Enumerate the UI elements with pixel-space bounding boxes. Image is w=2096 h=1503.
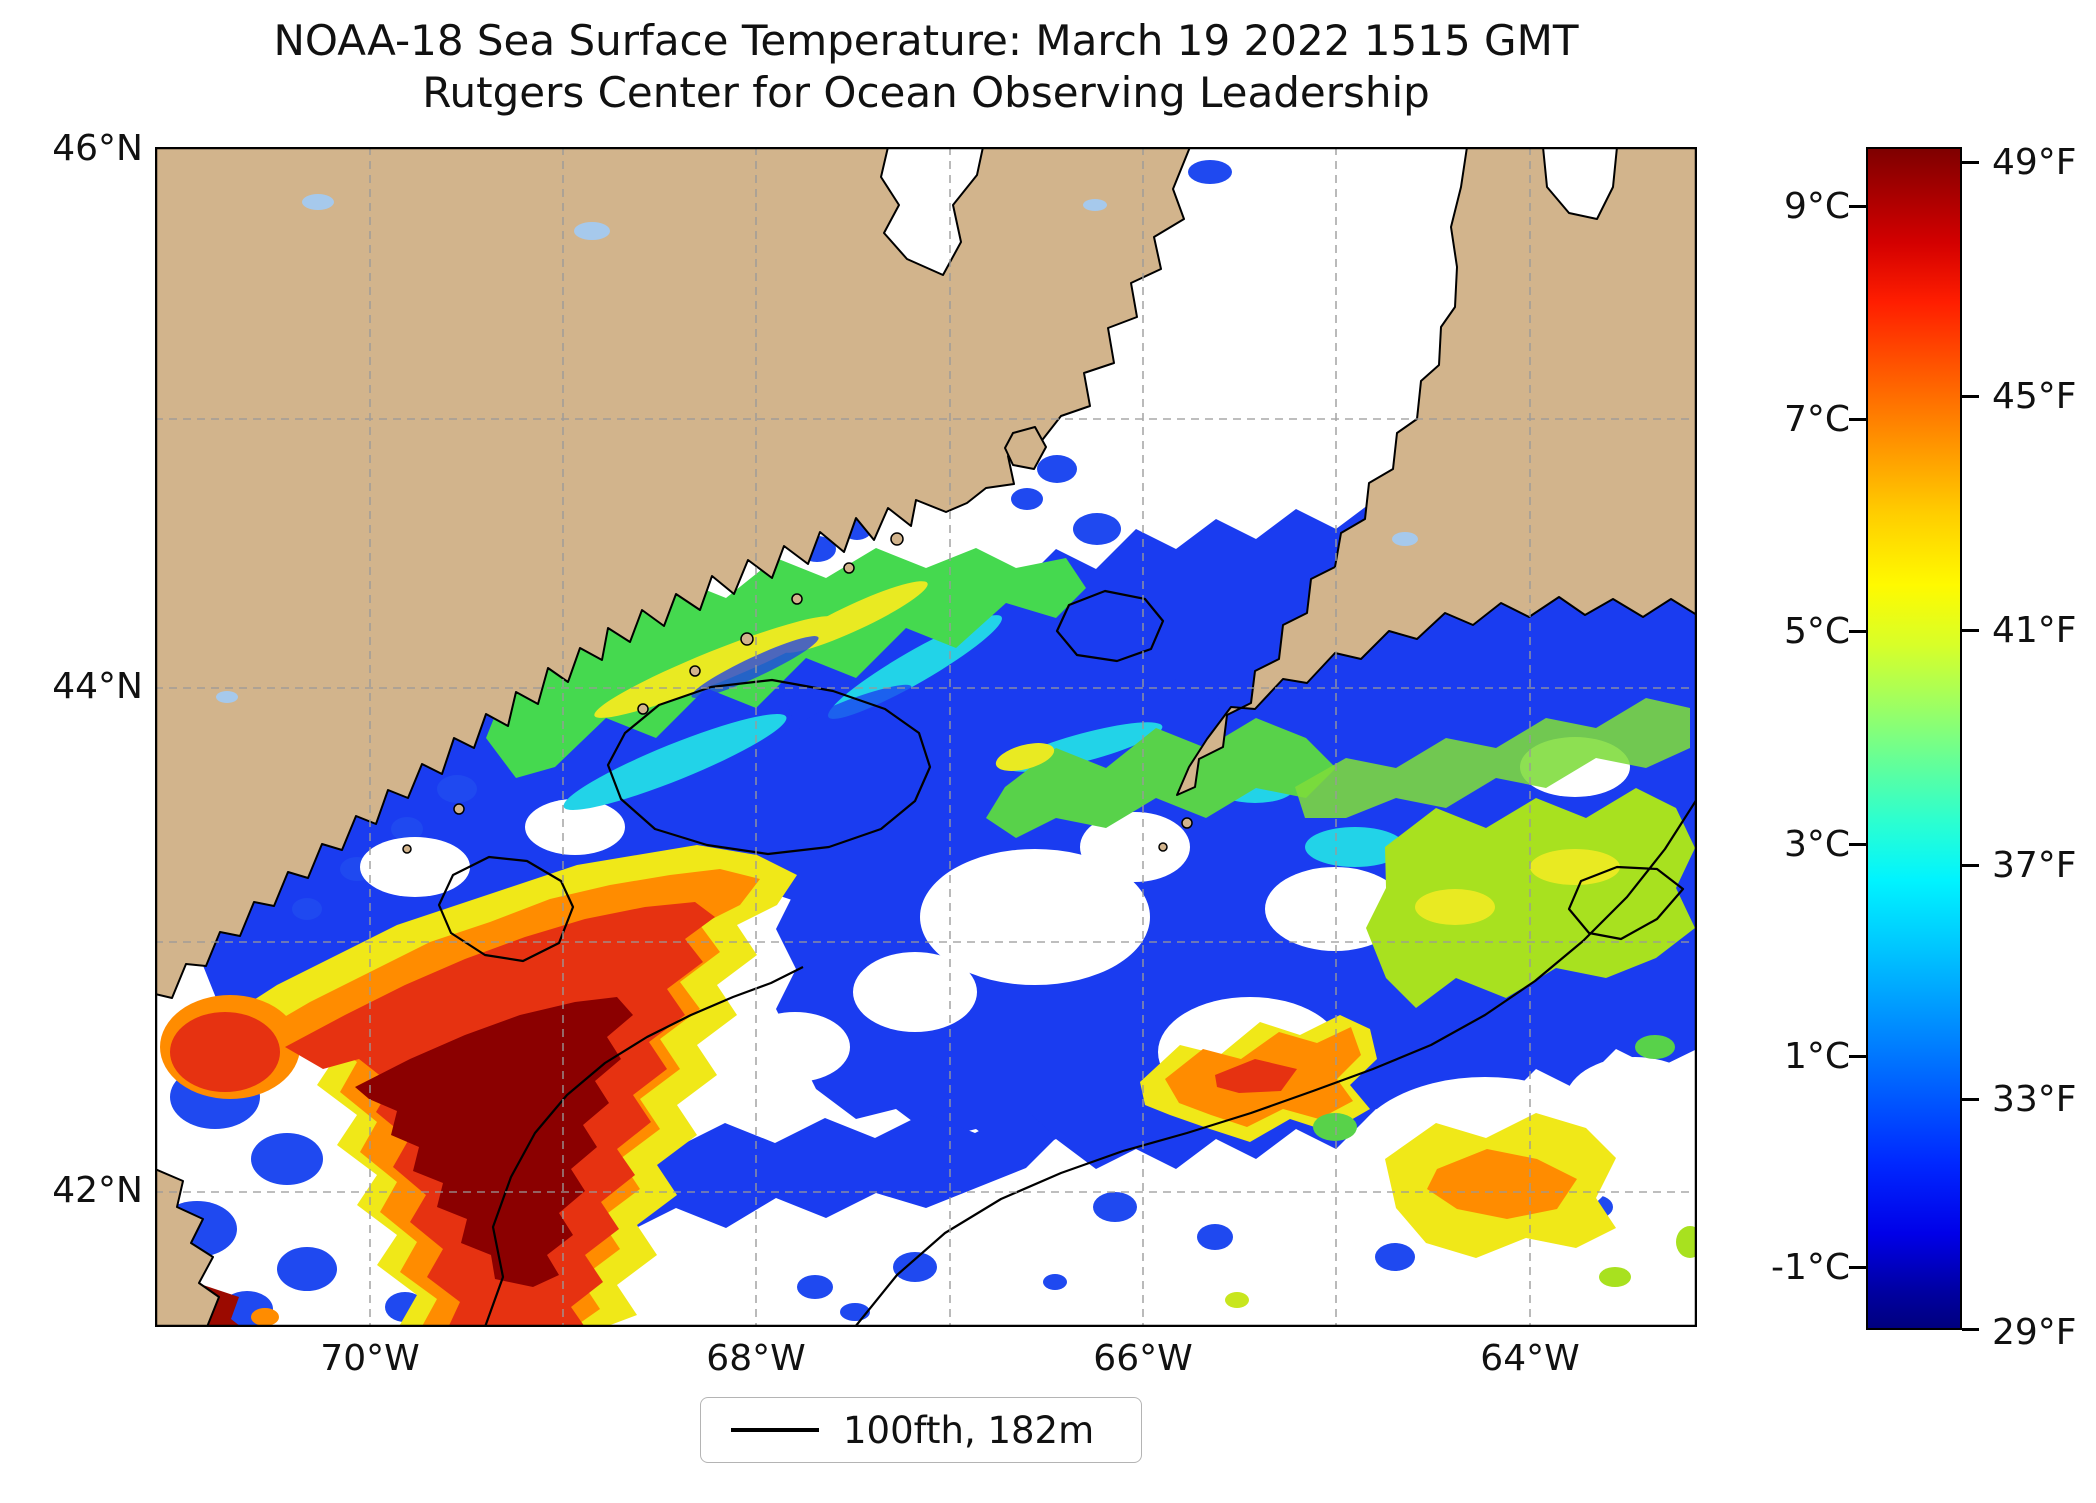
legend-label: 100fth, 182m — [843, 1408, 1095, 1452]
corner-orange-speck — [251, 1308, 279, 1326]
colorbar-celsius-9: 9°C — [1783, 186, 1850, 227]
contour-browns-bank — [1567, 865, 1685, 941]
colorbar-tick — [1962, 161, 1979, 164]
figure-title-line1: NOAA-18 Sea Surface Temperature: March 1… — [273, 16, 1579, 65]
colorbar-fahrenheit-37: 37°F — [1992, 845, 2077, 886]
colorbar — [1866, 147, 1962, 1330]
lakes-layer — [216, 194, 1418, 703]
ytick-44n: 44°N — [52, 666, 143, 707]
green-patch-east — [986, 718, 1336, 838]
colorbar-fahrenheit-29: 29°F — [1992, 1312, 2077, 1353]
map-border — [155, 147, 1697, 1327]
colorbar-celsius-5: 5°C — [1783, 611, 1850, 652]
colorbar-fahrenheit-45: 45°F — [1992, 376, 2077, 417]
ytick-42n: 42°N — [52, 1170, 143, 1211]
contour-northeast-basin — [1055, 589, 1165, 663]
sst-map — [155, 147, 1697, 1327]
blue-mass-east — [775, 499, 1697, 1169]
colorbar-celsius-m1: -1°C — [1770, 1247, 1850, 1288]
colorbar-tick — [1962, 629, 1979, 632]
colorbar-tick — [1962, 1098, 1979, 1101]
colorbar-tick — [1962, 864, 1979, 867]
warm-core-darkred — [355, 997, 633, 1287]
contour-southwest — [483, 966, 804, 1327]
colorbar-celsius-3: 3°C — [1783, 824, 1850, 865]
gridlines — [155, 147, 1697, 1327]
colorbar-tick — [1849, 1266, 1866, 1269]
massachusetts-corner — [155, 1168, 220, 1327]
misc-specks — [1225, 1035, 1697, 1308]
ytick-46n: 46°N — [52, 128, 143, 169]
colorbar-tick — [1962, 1328, 1979, 1331]
xtick-64w: 64°W — [1480, 1338, 1580, 1379]
colorbar-tick — [1849, 1055, 1866, 1058]
green-band-central — [486, 548, 1086, 778]
grand-manan-island — [1004, 426, 1047, 470]
figure-title-line2: Rutgers Center for Ocean Observing Leade… — [422, 68, 1430, 117]
colorbar-celsius-7: 7°C — [1783, 399, 1850, 440]
east-red-streak — [1215, 1059, 1297, 1093]
colorbar-tick — [1849, 205, 1866, 208]
land-layer — [155, 147, 1697, 1327]
colorbar-tick — [1849, 843, 1866, 846]
warm-left-red — [170, 1012, 280, 1092]
contour-west-basin — [437, 855, 575, 963]
blue-filament-south — [575, 1108, 1056, 1233]
contour-shelf-east — [854, 798, 1697, 1327]
yellow-streaks — [594, 581, 1620, 925]
yellowgreen-patch-east — [1366, 788, 1695, 1008]
colorbar-tick — [1962, 395, 1979, 398]
coastal-islands — [402, 532, 1193, 854]
green-streaks-novascotia-shelf — [1295, 698, 1690, 818]
xtick-68w: 68°W — [706, 1338, 806, 1379]
xtick-70w: 70°W — [320, 1338, 420, 1379]
contour-central-basin — [606, 678, 932, 856]
sst-data-layer — [157, 160, 1697, 1327]
mainland-new-england — [155, 147, 1191, 999]
colorbar-tick — [1849, 630, 1866, 633]
colorbar-fahrenheit-49: 49°F — [1992, 142, 2077, 183]
east-orange2 — [1427, 1149, 1577, 1219]
legend-box: 100fth, 182m — [700, 1397, 1142, 1463]
nova-scotia — [1176, 147, 1697, 796]
contour-line-sample — [731, 1428, 819, 1432]
colorbar-celsius-1: 1°C — [1783, 1036, 1850, 1077]
colorbar-tick — [1849, 418, 1866, 421]
xtick-66w: 66°W — [1093, 1338, 1193, 1379]
colorbar-fahrenheit-41: 41°F — [1992, 610, 2077, 651]
depth-contours — [437, 589, 1697, 1327]
colorbar-fahrenheit-33: 33°F — [1992, 1079, 2077, 1120]
